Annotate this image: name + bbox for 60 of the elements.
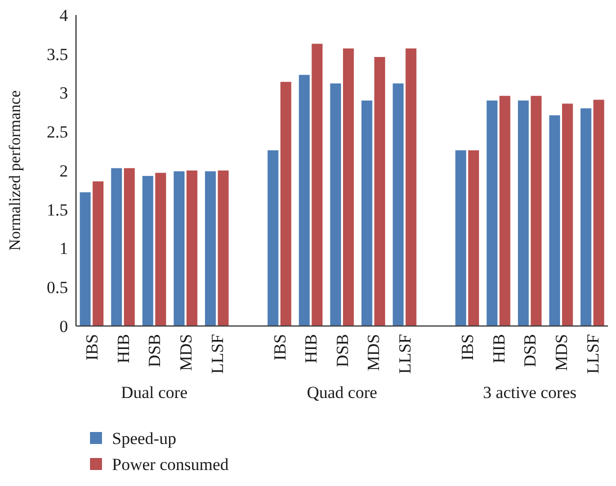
bar (268, 150, 278, 326)
x-tick-label: HIB (302, 334, 321, 364)
bar (343, 48, 354, 326)
bar (486, 100, 498, 326)
bar (155, 172, 166, 326)
bar (174, 171, 185, 326)
bar (530, 96, 542, 326)
x-tick-label: LLSF (396, 334, 415, 374)
x-tick-label: HIB (489, 334, 508, 364)
x-tick-label: IBS (270, 334, 290, 360)
x-tick-label: IBS (458, 334, 478, 360)
x-tick-label: MDS (176, 334, 196, 371)
bar (549, 115, 560, 326)
bar (92, 181, 104, 326)
bar (312, 44, 323, 326)
y-tick-label: 0.5 (46, 278, 68, 298)
text: 3 active cores (483, 383, 576, 402)
bar (593, 100, 604, 326)
bar (111, 168, 122, 326)
x-tick-label: MDS (552, 334, 572, 371)
text: Quad core (306, 383, 378, 402)
bar (499, 96, 510, 326)
y-tick-label: 4 (60, 6, 68, 25)
y-tick-label: 2 (60, 161, 68, 180)
y-tick-label: 0 (60, 316, 68, 336)
y-tick-label: 1.5 (46, 200, 68, 220)
bar (406, 48, 416, 326)
bar (374, 56, 386, 326)
bar (218, 170, 229, 326)
text: Dual core (120, 383, 188, 402)
bar (468, 150, 480, 326)
x-tick-label: IBS (82, 334, 102, 360)
bar (204, 171, 216, 326)
y-tick-label: 3 (60, 84, 68, 103)
y-tick-label: 3.5 (46, 44, 68, 64)
bar (298, 74, 310, 326)
x-tick-label: DSB (145, 334, 164, 368)
bar (280, 82, 292, 326)
bar (580, 108, 592, 326)
y-tick-label: 2.5 (46, 122, 68, 142)
x-tick-label: LLSF (583, 334, 602, 374)
bar (186, 170, 198, 326)
legend-label: Power consumed (112, 454, 230, 474)
x-tick-label: MDS (364, 334, 384, 371)
legend-label: Speed-up (112, 428, 176, 448)
x-tick-label: DSB (332, 334, 352, 368)
y-axis-title: Normalized performance (7, 90, 24, 251)
bar (518, 100, 529, 326)
x-tick-label: DSB (520, 334, 540, 368)
bar (124, 168, 135, 326)
bar (361, 100, 372, 326)
bar (455, 150, 466, 326)
bar (80, 192, 91, 326)
x-tick-label: HIB (114, 334, 133, 364)
bar (330, 83, 341, 326)
bar (392, 83, 404, 326)
bar (142, 176, 154, 326)
bar (562, 104, 573, 326)
y-tick-label: 1 (60, 239, 68, 258)
x-tick-label: LLSF (208, 334, 227, 374)
